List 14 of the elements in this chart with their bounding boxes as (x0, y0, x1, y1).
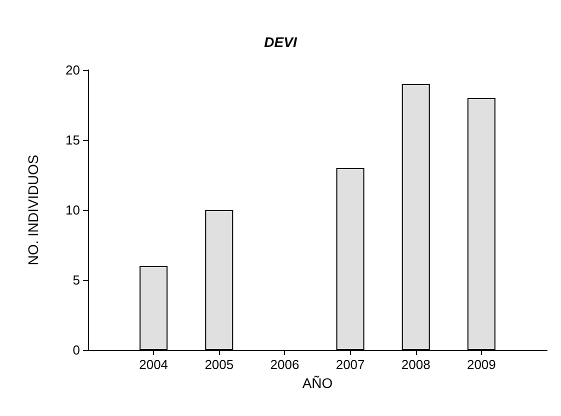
y-tick-label: 0 (72, 342, 80, 358)
x-tick-label: 2009 (466, 357, 496, 372)
x-tick-label: 2005 (204, 357, 234, 372)
x-tick-label: 2006 (270, 357, 300, 372)
x-tick-label: 2004 (139, 357, 168, 372)
y-tick-label: 10 (66, 202, 80, 218)
y-tick-label: 5 (72, 272, 80, 288)
x-tick-label: 2007 (336, 357, 365, 372)
x-tick-label: 2008 (401, 357, 430, 372)
y-axis-title: NO. INDIVIDUOS (25, 154, 41, 266)
x-axis-title: AÑO (302, 374, 333, 391)
y-tick-label: 15 (66, 132, 80, 148)
y-tick-label: 20 (66, 62, 80, 78)
chart-title: DEVI (264, 34, 298, 50)
